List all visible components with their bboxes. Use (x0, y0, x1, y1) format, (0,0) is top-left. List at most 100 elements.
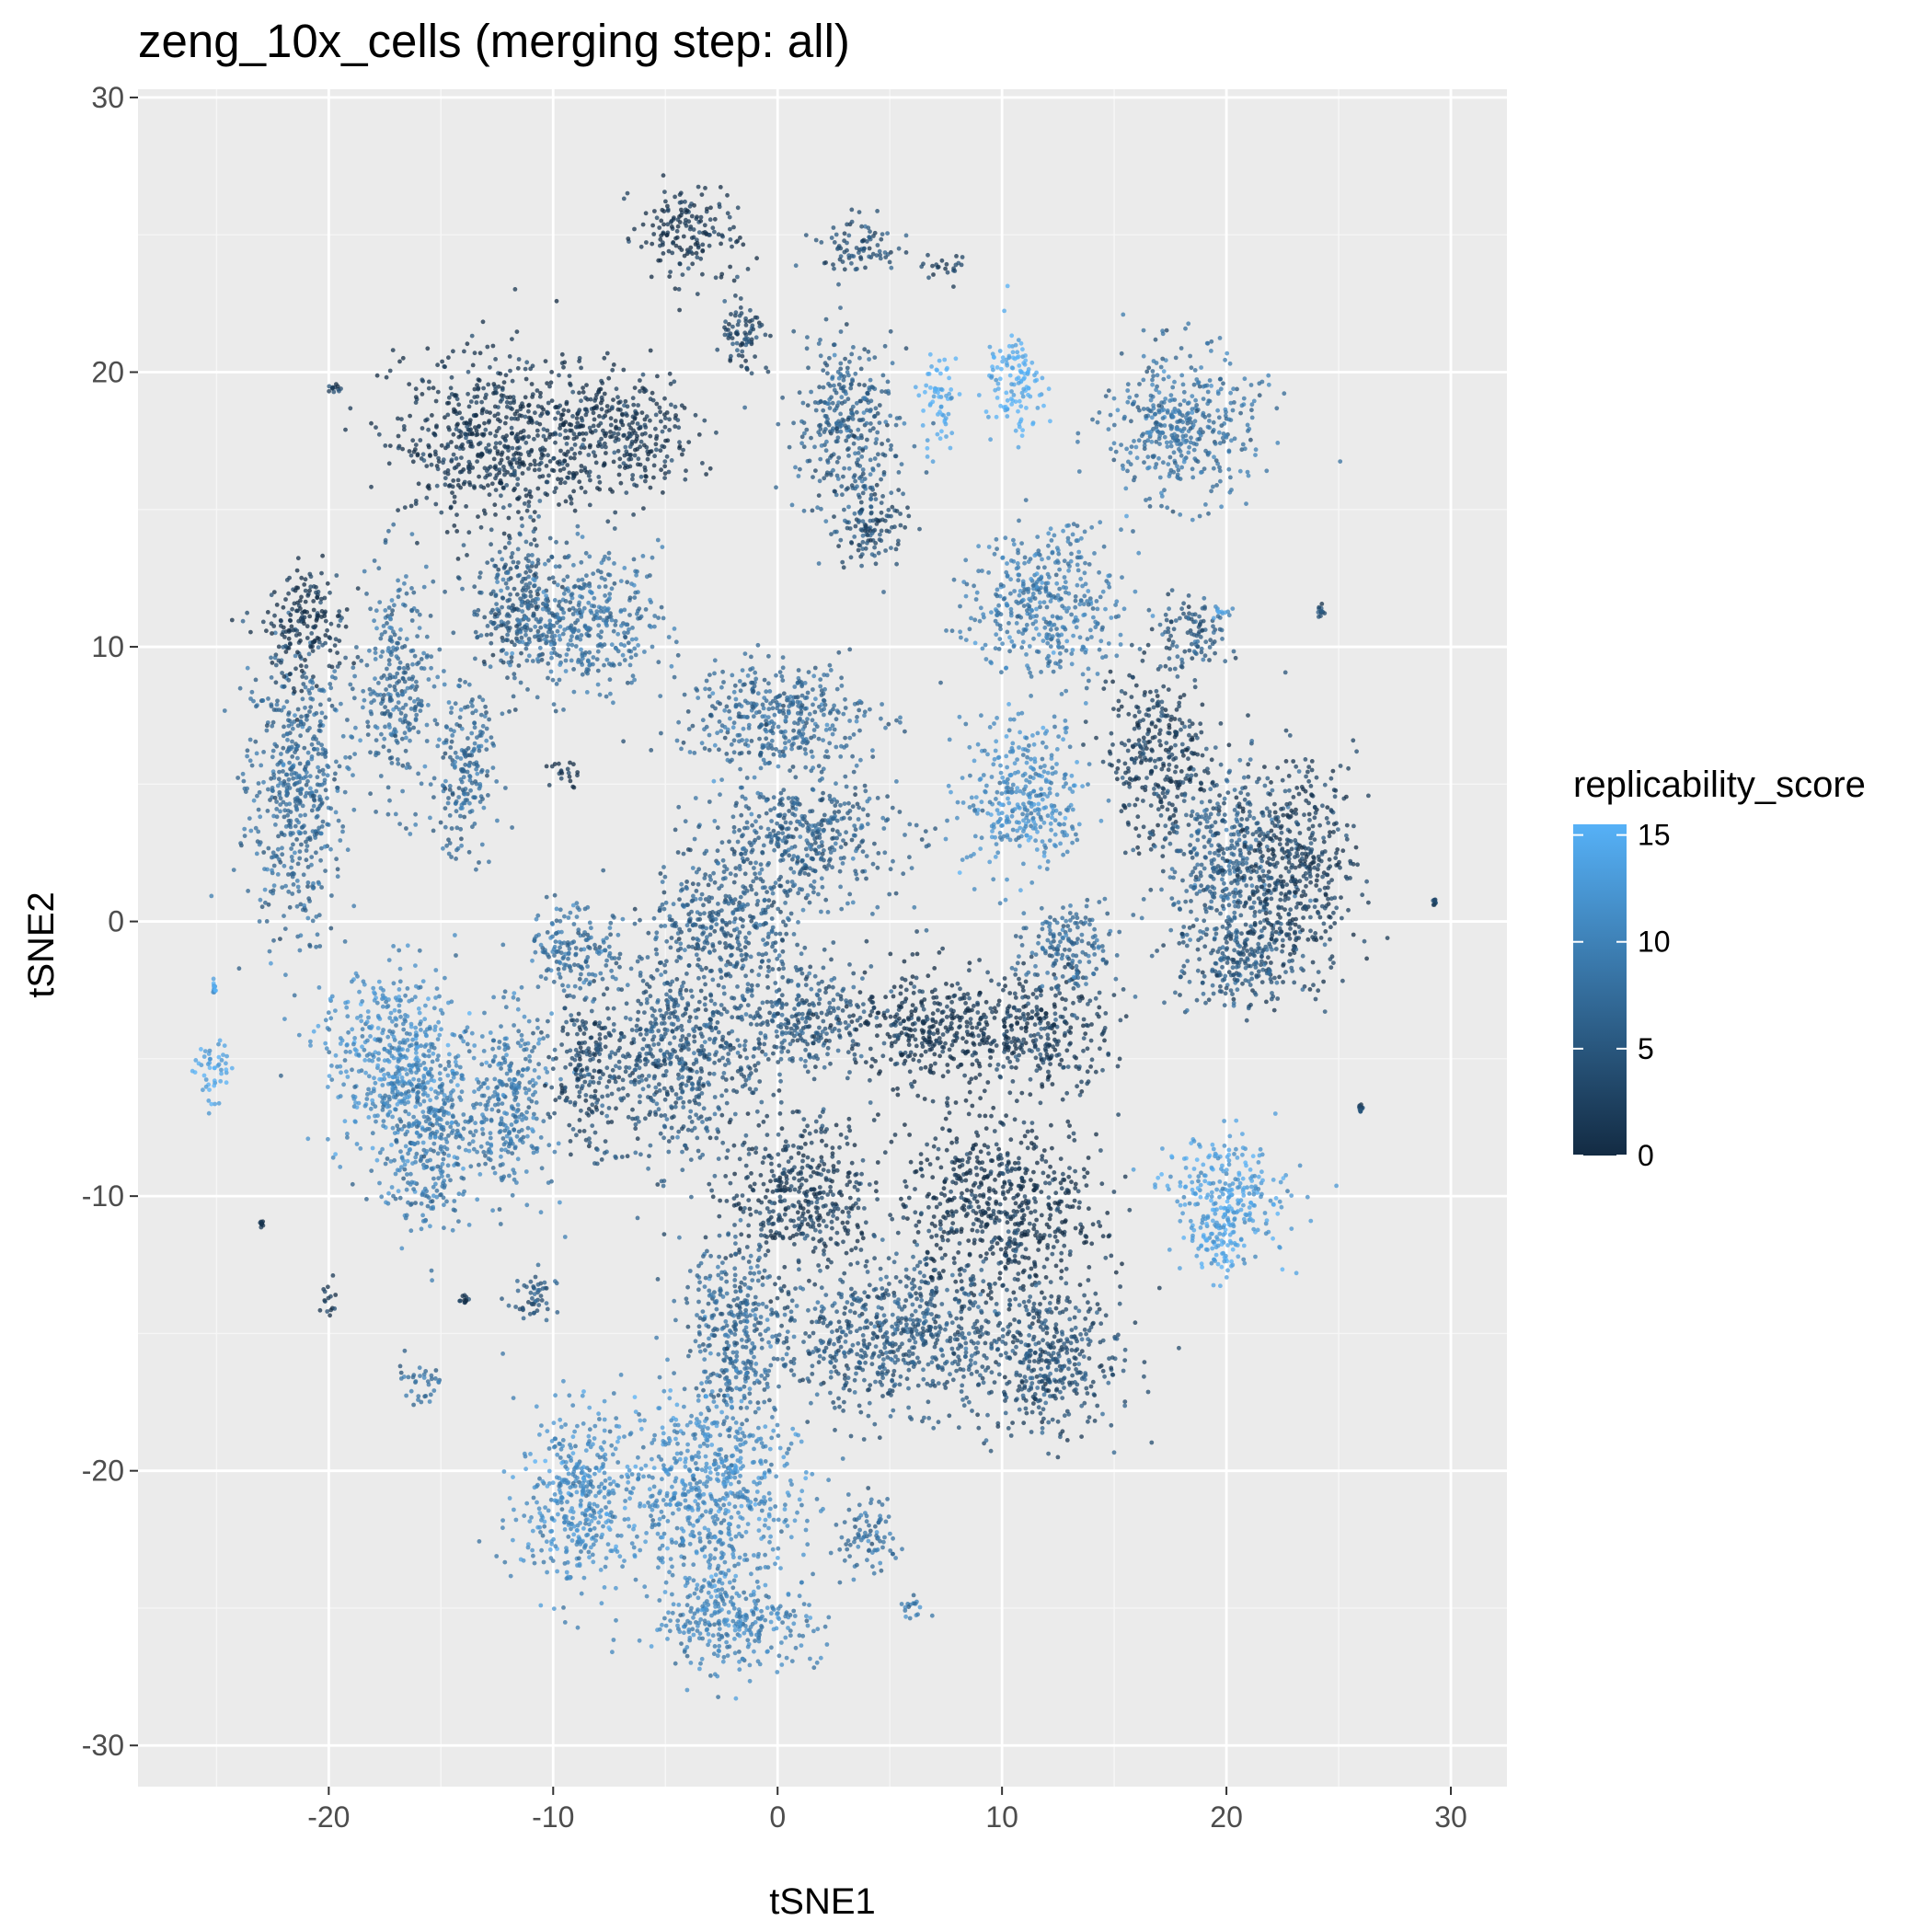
data-point (454, 1055, 458, 1060)
data-point (545, 428, 550, 433)
data-point (384, 1200, 388, 1205)
data-point (310, 644, 315, 650)
data-point (516, 1029, 522, 1034)
data-point (538, 625, 544, 630)
data-point (314, 584, 318, 590)
data-point (672, 674, 677, 680)
data-point (559, 929, 564, 935)
data-point (288, 824, 293, 830)
data-point (565, 463, 570, 467)
data-point (408, 1147, 413, 1152)
data-point (420, 1079, 426, 1085)
data-point (546, 675, 550, 681)
data-point (577, 1089, 582, 1095)
data-point (514, 636, 519, 641)
data-point (385, 1005, 389, 1009)
data-point (827, 406, 833, 410)
data-point (351, 665, 356, 671)
data-point (534, 1298, 538, 1304)
data-point (406, 1151, 410, 1156)
data-point (497, 426, 501, 431)
data-point (344, 607, 350, 612)
data-point (531, 518, 536, 523)
data-point (439, 510, 444, 515)
data-point (374, 626, 379, 631)
data-point (396, 700, 401, 705)
data-point (502, 1036, 508, 1041)
data-point (601, 992, 606, 997)
data-point (589, 935, 593, 940)
data-point (461, 543, 466, 547)
data-point (398, 710, 404, 716)
data-point (736, 352, 742, 358)
data-point (511, 1167, 516, 1172)
data-point (613, 419, 618, 423)
data-point (350, 1181, 355, 1187)
data-point (399, 736, 405, 742)
data-point (257, 842, 262, 847)
data-point (440, 783, 445, 788)
data-point (576, 660, 581, 664)
data-point (247, 737, 253, 742)
data-point (401, 1158, 406, 1163)
data-point (285, 782, 291, 788)
data-point (245, 786, 249, 791)
data-point (481, 1149, 487, 1155)
data-point (504, 399, 510, 405)
data-point (531, 613, 535, 618)
data-point (728, 226, 732, 232)
data-point (538, 942, 544, 948)
data-point (523, 414, 528, 420)
data-point (571, 995, 576, 999)
data-point (460, 586, 465, 592)
data-point (621, 196, 627, 201)
data-point (588, 589, 592, 594)
data-point (579, 633, 584, 638)
data-point (387, 615, 393, 620)
data-point (520, 1140, 525, 1145)
data-point (271, 772, 276, 777)
data-point (259, 1221, 264, 1226)
data-point (497, 1040, 502, 1044)
data-point (599, 407, 604, 412)
data-point (507, 1173, 512, 1179)
data-point (401, 665, 407, 671)
data-point (454, 529, 460, 534)
data-point (543, 437, 548, 443)
data-point (444, 530, 450, 535)
data-point (492, 404, 498, 409)
data-point (384, 687, 388, 692)
data-point (502, 545, 508, 550)
data-point (388, 1010, 394, 1016)
data-point (515, 365, 521, 371)
data-point (558, 467, 563, 473)
data-point (538, 413, 543, 419)
data-point (512, 1092, 517, 1097)
data-point (731, 224, 736, 230)
data-point (386, 461, 392, 466)
data-point (485, 473, 490, 478)
data-point (454, 1071, 459, 1075)
data-point (604, 936, 609, 940)
data-point (456, 683, 461, 688)
data-point (437, 647, 443, 652)
data-point (533, 1274, 538, 1280)
data-point (523, 1041, 527, 1047)
data-point (637, 606, 642, 611)
data-point (539, 1166, 545, 1171)
data-point (399, 1079, 405, 1084)
data-point (635, 611, 639, 616)
data-point (229, 617, 235, 623)
data-point (369, 484, 374, 489)
data-point (561, 707, 566, 712)
data-point (571, 939, 577, 945)
data-point (478, 484, 484, 489)
data-point (558, 1083, 564, 1087)
data-point (411, 725, 416, 730)
data-point (399, 1092, 405, 1098)
data-point (677, 245, 683, 250)
data-point (604, 351, 610, 356)
data-point (424, 634, 430, 639)
data-point (329, 1064, 334, 1068)
data-point (532, 937, 537, 943)
